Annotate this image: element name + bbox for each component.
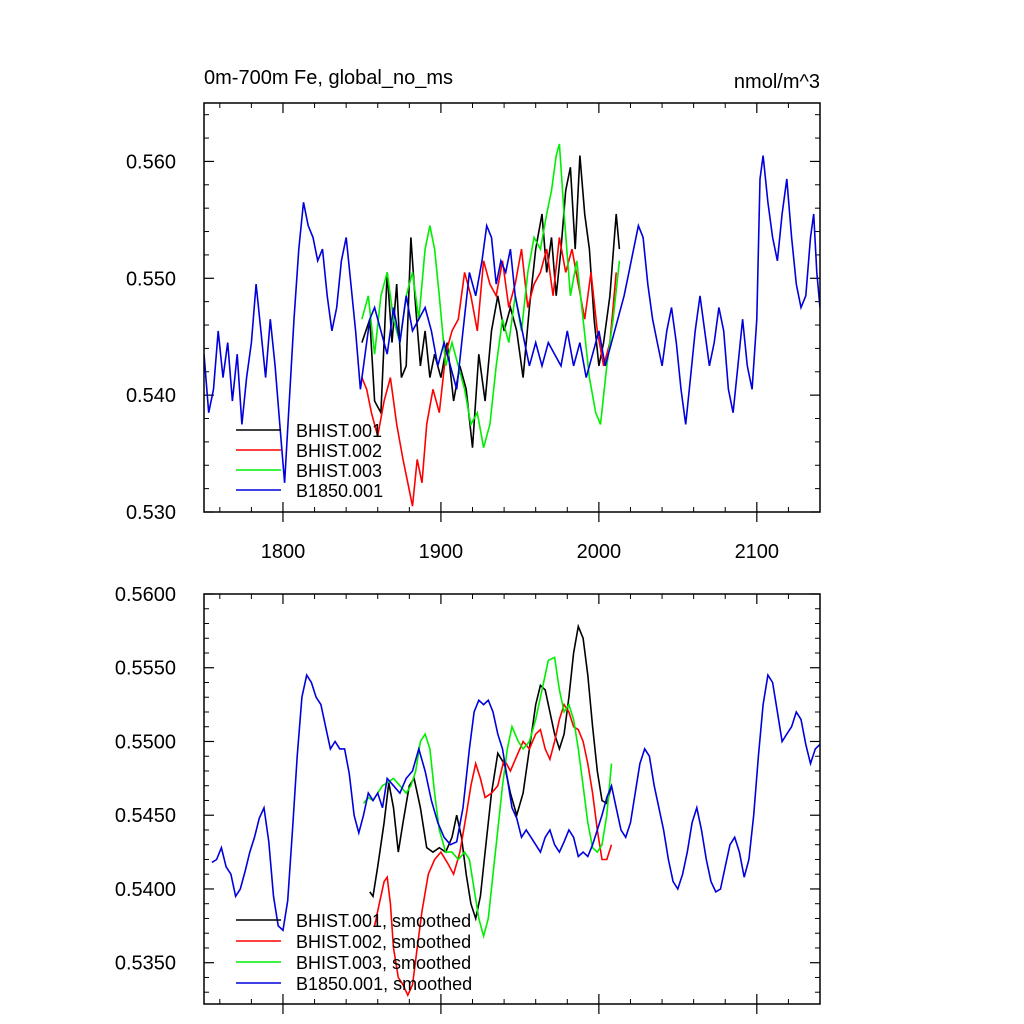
series-line-bhist-003: [361, 143, 621, 448]
legend-label: B1850.001: [296, 481, 383, 501]
x-tick-label: 1900: [419, 541, 464, 563]
bottom-plot-lines: [211, 623, 820, 998]
x-tick-label: 1800: [261, 541, 306, 563]
y-tick-label: 0.5350: [115, 953, 176, 975]
top-panel: 0m-700m Fe, global_no_ms nmol/m^3 1800 19…: [126, 67, 821, 563]
y-tick-label: 0.560: [126, 151, 176, 173]
legend-label: B1850.001, smoothed: [296, 974, 472, 994]
y-tick-label: 0.5550: [115, 658, 176, 680]
series-line-b1850-001: [204, 155, 820, 483]
bottom-axis-ticks: 0.5350 0.5400 0.5450 0.5500 0.5550 0.5600: [115, 584, 821, 1014]
y-tick-label: 0.5500: [115, 731, 176, 753]
series-line-bhist-002: [361, 237, 617, 507]
top-plot-frame: [203, 102, 821, 513]
chart-title: 0m-700m Fe, global_no_ms: [204, 67, 453, 89]
bottom-panel: 0.5350 0.5400 0.5450 0.5500 0.5550 0.5600 BHI…: [115, 584, 821, 1014]
x-tick-label: 2100: [735, 541, 780, 563]
bottom-plot-frame: [203, 593, 821, 1005]
legend-label: BHIST.003: [296, 461, 382, 481]
y-tick-label: 0.5600: [115, 584, 176, 606]
legend-label: BHIST.002: [296, 441, 382, 461]
series-line-bhist-001: [361, 155, 621, 448]
series-line-bhist-003-smoothed: [362, 656, 613, 940]
series-line-bhist-001-smoothed: [369, 623, 613, 922]
y-tick-label: 0.5400: [115, 879, 176, 901]
y-tick-label: 0.540: [126, 385, 176, 407]
x-tick-label: 2000: [577, 541, 622, 563]
legend-label: BHIST.002, smoothed: [296, 932, 471, 952]
legend-label: BHIST.003, smoothed: [296, 953, 471, 973]
units-label: nmol/m^3: [734, 71, 820, 93]
top-plot-lines: [204, 143, 820, 507]
y-tick-label: 0.5450: [115, 805, 176, 827]
legend-label: BHIST.001: [296, 421, 382, 441]
series-line-b1850-001-smoothed: [211, 672, 820, 932]
y-tick-label: 0.550: [126, 268, 176, 290]
y-tick-label: 0.530: [126, 502, 176, 524]
legend-label: BHIST.001, smoothed: [296, 911, 471, 931]
top-axis-ticks: 1800 1900 2000 2100 0.530 0.540 0.550 0.560: [126, 103, 821, 563]
